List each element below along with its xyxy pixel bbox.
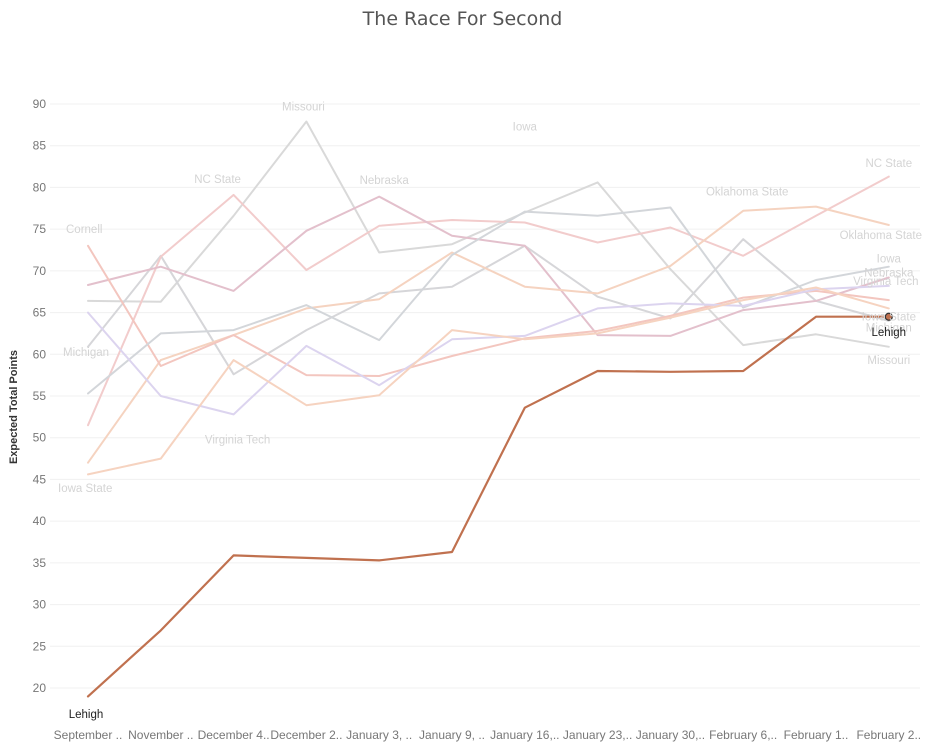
x-tick-label: January 23,..: [563, 728, 632, 742]
series-endpoint-lehigh: [884, 312, 893, 321]
y-axis-ticks: 20 25 30 35 40 45 50 55 60 65 70 75 80 85 90: [33, 97, 47, 695]
y-tick-label: 30: [33, 598, 47, 612]
series-line-cornell: [87, 244, 890, 377]
x-axis-ticks: September .. November .. December 4.. Decem…: [54, 728, 922, 742]
y-tick-label: 35: [33, 556, 47, 570]
x-tick-label: September ..: [54, 728, 123, 742]
x-tick-label: February 6,..: [709, 728, 777, 742]
x-tick-label: January 3, ..: [346, 728, 412, 742]
x-tick-label: January 16,..: [490, 728, 559, 742]
series-line-missouri: [87, 120, 890, 348]
gridlines: [50, 103, 920, 689]
y-tick-label: 55: [33, 389, 47, 403]
series-label-virginia-tech: Virginia Tech: [853, 276, 918, 288]
series-label-iowa-state: Iowa State: [58, 483, 112, 495]
y-tick-label: 45: [33, 472, 47, 486]
series-label-virginia-tech: Virginia Tech: [205, 434, 270, 446]
series-label-nc-state: NC State: [865, 158, 912, 170]
y-tick-label: 65: [33, 306, 47, 320]
series-line-nebraska: [87, 195, 890, 337]
series-label-michigan: Michigan: [63, 347, 109, 359]
y-tick-label: 40: [33, 514, 47, 528]
x-tick-label: December 2..: [270, 728, 342, 742]
x-tick-label: February 1..: [784, 728, 849, 742]
series-label-nebraska: Nebraska: [360, 175, 410, 187]
series-label-iowa: Iowa: [513, 122, 538, 134]
series-label-oklahoma-state: Oklahoma State: [706, 187, 788, 199]
x-tick-label: January 9, ..: [419, 728, 485, 742]
y-tick-label: 85: [33, 139, 47, 153]
series-line-virginia-tech: [87, 284, 890, 416]
y-tick-label: 90: [33, 97, 47, 111]
series-label-nc-state: NC State: [194, 174, 241, 186]
series-label-oklahoma-state: Oklahoma State: [840, 230, 922, 242]
series-label-missouri: Missouri: [282, 102, 325, 114]
x-tick-label: November ..: [128, 728, 193, 742]
x-tick-label: December 4..: [198, 728, 270, 742]
y-tick-label: 60: [33, 347, 47, 361]
y-axis-title: Expected Total Points: [8, 350, 20, 464]
y-tick-label: 25: [33, 639, 47, 653]
series-line-iowa-state: [87, 286, 890, 476]
y-tick-label: 70: [33, 264, 47, 278]
series-line-lehigh: [86, 315, 890, 698]
y-tick-label: 75: [33, 222, 47, 236]
series-label-lehigh: Lehigh: [872, 327, 907, 339]
series-lines: [86, 120, 893, 698]
x-tick-label: February 2..: [856, 728, 921, 742]
series-label-nebraska: Nebraska: [864, 268, 914, 280]
series-label-iowa: Iowa: [877, 253, 902, 265]
series-label-iowa-state: Iowa State: [862, 312, 916, 324]
chart-title: The Race For Second: [362, 8, 563, 30]
y-tick-label: 50: [33, 431, 47, 445]
series-label-cornell: Cornell: [66, 224, 102, 236]
x-tick-label: January 30,..: [636, 728, 705, 742]
series-label-missouri: Missouri: [867, 355, 910, 367]
y-tick-label: 20: [33, 681, 47, 695]
series-label-michigan: Michigan: [866, 323, 912, 335]
series-label-lehigh: Lehigh: [69, 709, 104, 721]
y-tick-label: 80: [33, 180, 47, 194]
series-line-nc-state: [87, 175, 890, 427]
